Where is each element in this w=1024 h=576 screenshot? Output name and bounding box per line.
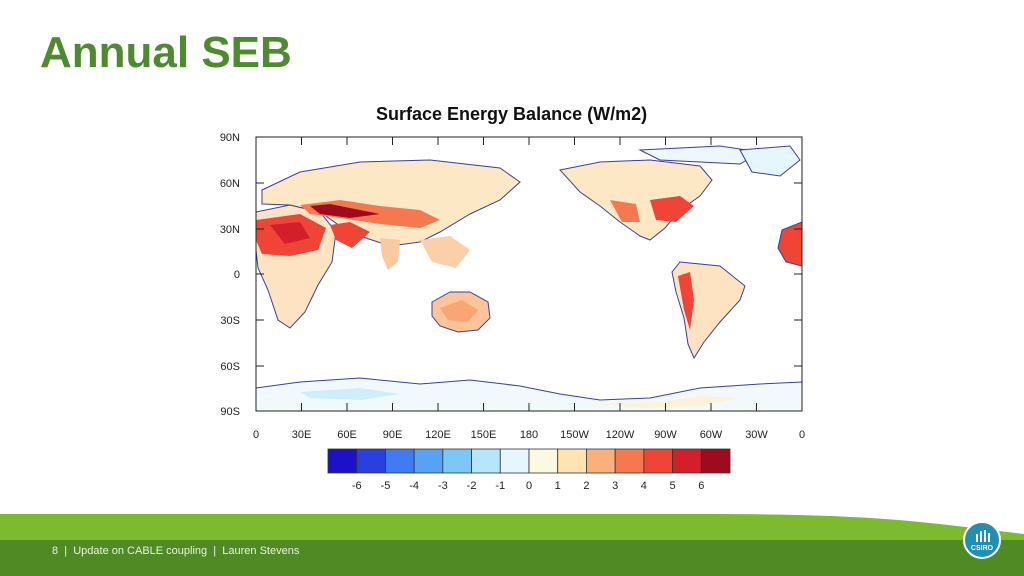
colorbar-labels: -6 -5 -4 -3 -2 -1 0 1 2 3 4 5 6 xyxy=(352,480,705,492)
colorbar-tick-label: 6 xyxy=(698,480,704,492)
colorbar-tick-label: 5 xyxy=(670,480,676,492)
colorbar-tick-label: 0 xyxy=(526,480,532,492)
southeast-asia-patch xyxy=(420,236,470,268)
csiro-logo-icon: CSIRO xyxy=(963,521,1001,559)
colorbar-swatch xyxy=(413,448,444,474)
map-field xyxy=(256,145,802,411)
x-tick-label: 30E xyxy=(292,429,312,441)
colorbar xyxy=(327,448,731,474)
y-tick-label: 90S xyxy=(220,406,240,418)
csiro-logo-bars-icon xyxy=(976,530,990,542)
x-tick-label: 30W xyxy=(745,429,768,441)
colorbar-tick-label: -5 xyxy=(381,480,391,492)
colorbar-swatch xyxy=(700,448,731,474)
sahara-core-patch xyxy=(270,222,310,244)
antarctica-warm-patch xyxy=(600,396,740,408)
colorbar-tick-label: 2 xyxy=(583,480,589,492)
seb-map-figure: 90N 60N 30N 0 30S 60S 90S 0 30E 60E 90E … xyxy=(220,132,805,492)
x-axis: 0 30E 60E 90E 120E 150E 180 150W 120W 90… xyxy=(253,137,805,441)
footer-separator: | xyxy=(213,545,217,557)
colorbar-tick-label: -3 xyxy=(438,480,448,492)
y-tick-label: 30N xyxy=(220,224,240,236)
footer-deck-title: Update on CABLE coupling xyxy=(73,545,208,557)
colorbar-tick-label: -1 xyxy=(495,480,505,492)
x-tick-label: 60W xyxy=(700,429,723,441)
andes-warm-patch xyxy=(678,272,694,330)
footer-separator: | xyxy=(64,545,68,557)
australia-warm-patch xyxy=(440,300,478,322)
y-tick-label: 60N xyxy=(220,178,240,190)
colorbar-swatch xyxy=(643,448,673,474)
y-axis: 90N 60N 30N 0 30S 60S 90S xyxy=(220,132,802,418)
y-tick-label: 0 xyxy=(234,269,240,281)
central-asia-hot-patch xyxy=(310,204,380,218)
colorbar-tick-label: 1 xyxy=(555,480,561,492)
footer-author: Lauren Stevens xyxy=(222,545,300,557)
x-tick-label: 0 xyxy=(253,429,259,441)
footer-page-number: 8 xyxy=(52,545,59,557)
footer-dark-band xyxy=(0,540,1024,576)
x-tick-label: 150W xyxy=(560,429,589,441)
footer-band xyxy=(0,514,1024,576)
footer-text: 8 | Update on CABLE coupling | Lauren St… xyxy=(52,545,299,557)
colorbar-tick-label: 4 xyxy=(641,480,647,492)
west-africa-wrap-landmass xyxy=(777,221,802,267)
western-us-warm-patch xyxy=(610,200,640,222)
colorbar-swatch xyxy=(586,448,616,474)
antarctica-cool-patch xyxy=(300,388,400,400)
chart-title: Surface Energy Balance (W/m2) xyxy=(376,104,648,124)
x-tick-label: 180 xyxy=(520,429,538,441)
colorbar-swatch xyxy=(614,448,645,474)
colorbar-swatch xyxy=(557,448,587,474)
colorbar-tick-label: -4 xyxy=(409,480,419,492)
colorbar-swatch xyxy=(672,448,702,474)
colorbar-swatch xyxy=(528,448,559,474)
x-tick-label: 90E xyxy=(383,429,403,441)
eastern-us-hot-patch xyxy=(650,196,694,222)
colorbar-swatch xyxy=(471,448,501,474)
colorbar-tick-label: -6 xyxy=(352,480,362,492)
x-tick-label: 150E xyxy=(471,429,497,441)
x-tick-label: 90W xyxy=(654,429,677,441)
colorbar-swatch xyxy=(499,448,530,474)
y-tick-label: 90N xyxy=(220,132,240,144)
x-tick-label: 0 xyxy=(799,429,805,441)
x-tick-label: 60E xyxy=(337,429,357,441)
colorbar-swatch xyxy=(442,448,472,474)
colorbar-swatch xyxy=(385,448,415,474)
y-tick-label: 60S xyxy=(220,361,240,373)
x-tick-label: 120W xyxy=(606,429,635,441)
colorbar-tick-label: 3 xyxy=(612,480,618,492)
csiro-logo-text: CSIRO xyxy=(970,545,994,552)
x-tick-label: 120E xyxy=(425,429,451,441)
arctic-canada-landmass xyxy=(638,145,762,165)
greenland-landmass xyxy=(739,145,801,177)
y-tick-label: 30S xyxy=(220,315,240,327)
colorbar-swatch xyxy=(327,448,358,474)
colorbar-tick-label: -2 xyxy=(467,480,477,492)
slide-title: Annual SEB xyxy=(40,28,292,77)
arabia-hot-patch xyxy=(330,222,370,248)
india-patch xyxy=(380,238,400,270)
colorbar-swatch xyxy=(356,448,386,474)
